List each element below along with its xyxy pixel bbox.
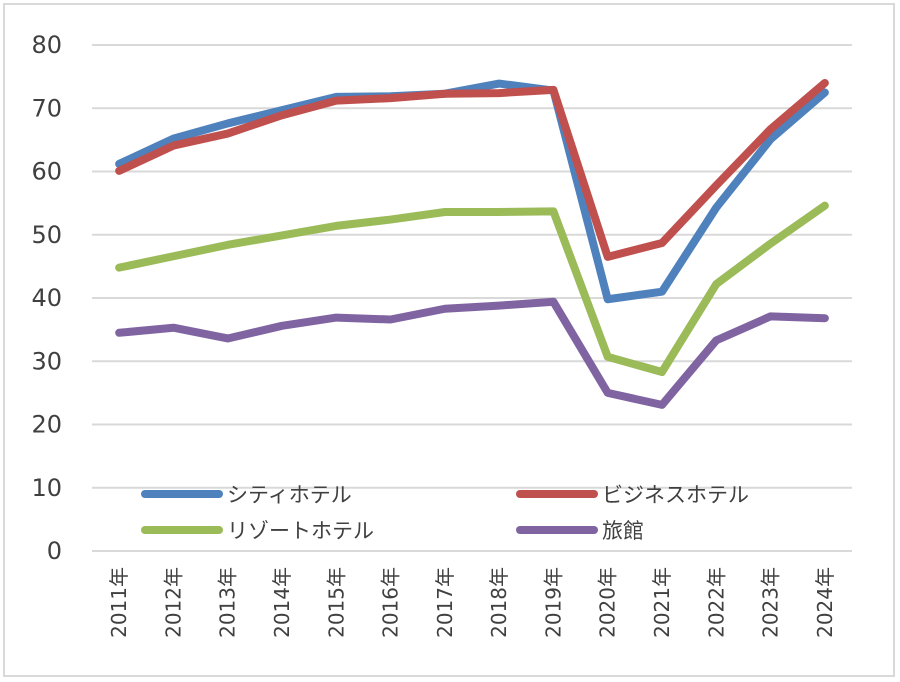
y-tick-label: 10 xyxy=(31,474,62,502)
y-tick-label: 50 xyxy=(31,221,62,249)
series-line-1 xyxy=(115,78,829,261)
legend-label-1: ビジネスホテル xyxy=(602,483,749,507)
x-tick-label: 2022年 xyxy=(704,567,728,638)
x-tick-label: 2016年 xyxy=(379,567,403,638)
series-lines xyxy=(115,78,829,409)
chart-frame xyxy=(3,3,895,677)
x-tick-label: 2015年 xyxy=(324,567,348,638)
series-line-0 xyxy=(115,79,829,304)
x-tick-label: 2024年 xyxy=(813,567,837,638)
x-axis-ticks: 2011年 2012年 2013年 2014年 2015年 2016年 2017年 2018年… xyxy=(107,567,837,638)
x-tick-label: 2011年 xyxy=(107,567,131,638)
series-line-2 xyxy=(115,201,829,377)
x-tick-label: 2014年 xyxy=(270,567,294,638)
x-tick-label: 2020年 xyxy=(596,567,620,638)
legend-label-0: シティホテル xyxy=(227,483,352,507)
legend-label-2: リゾートホテル xyxy=(227,519,374,543)
y-tick-label: 20 xyxy=(31,411,62,439)
x-tick-label: 2018年 xyxy=(487,567,511,638)
y-tick-label: 40 xyxy=(31,284,62,312)
y-tick-label: 80 xyxy=(31,31,62,59)
legend-label-3: 旅館 xyxy=(602,519,644,543)
x-tick-label: 2023年 xyxy=(759,567,783,638)
x-tick-label: 2013年 xyxy=(216,567,240,638)
y-tick-label: 0 xyxy=(47,537,62,565)
x-tick-label: 2012年 xyxy=(161,567,185,638)
y-tick-label: 70 xyxy=(31,94,62,122)
x-tick-label: 2017年 xyxy=(433,567,457,638)
y-tick-label: 60 xyxy=(31,158,62,186)
gridlines xyxy=(92,44,852,552)
x-tick-label: 2019年 xyxy=(541,567,565,638)
x-tick-label: 2021年 xyxy=(650,567,674,638)
series-line-3 xyxy=(115,297,829,409)
y-axis-ticks: 0 10 20 30 40 50 60 70 80 xyxy=(31,31,62,565)
y-tick-label: 30 xyxy=(31,347,62,375)
